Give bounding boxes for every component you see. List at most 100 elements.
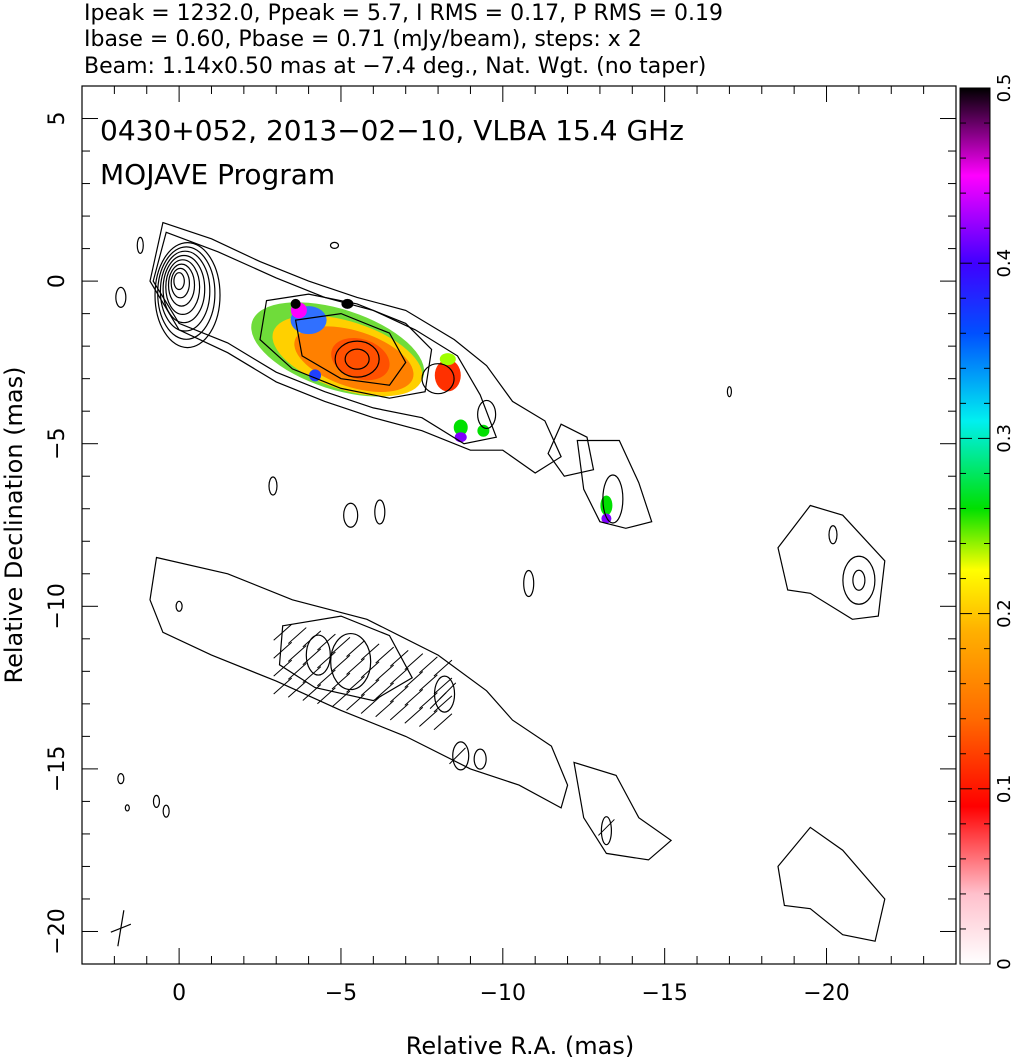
evpa-vector [287,627,307,644]
core-contour [173,272,185,291]
colorbar [959,87,991,965]
lower-pol-inner [278,615,414,702]
jet-contour-blob-c-3 [852,569,866,591]
evpa-vector [404,671,424,688]
x-tick-label: −15 [641,981,687,1006]
evpa-vector [273,623,293,641]
y-tick-label: −20 [45,908,70,954]
x-axis-label: Relative R.A. (mas) [406,1032,634,1060]
evpa-vector [419,692,438,709]
evpa-vector [429,692,447,709]
y-tick-label: 0 [45,274,70,288]
lower-pol-outline [149,556,569,809]
colorbar-tick-label: 0.5 [994,74,1015,103]
plot-annotation-line-1: 0430+052, 2013−02−10, VLBA 15.4 GHz [100,114,684,147]
lower-noise-contour [162,804,170,818]
evpa-vector [598,819,615,836]
pol-blob-violet [454,432,467,443]
evpa-vector [346,640,365,657]
evpa-vector [419,710,438,727]
core-contour [159,250,211,332]
evpa-vector [273,641,293,659]
jet-contour-blob-a [547,423,595,477]
jet-contour-blob-b-inner [602,474,624,524]
jet-knot-contour [334,340,380,378]
jet-knot-contour-3 [477,399,497,430]
evpa-vector [404,688,424,706]
lower-pol-blob-b [777,826,886,942]
x-tick-label: −20 [803,981,849,1006]
evpa-vector [360,643,380,661]
lower-pol-noise [175,600,183,612]
pol-blob-blue-2 [309,369,322,382]
lower-noise-contour [152,794,161,809]
evpa-vector [331,672,351,690]
beam-major-axis [117,910,125,947]
colorbar-tick-label: 0 [994,958,1015,969]
noise-contour [115,286,127,308]
lower-pol-knot-2 [305,634,331,676]
noise-contour [268,476,278,496]
evpa-vector [346,693,365,711]
colorbar-ticks [960,87,990,965]
evpa-vector [433,695,453,713]
evpa-vector [433,713,453,731]
jet-contour-blob-c-4 [828,525,838,545]
evpa-vector [433,659,453,677]
y-tick-label: −5 [45,427,70,459]
evpa-vector [419,656,438,674]
jet-knot-contour-2 [421,363,455,395]
evpa-vector [449,747,466,765]
noise-contour [374,499,386,525]
evpa-vector [346,675,365,693]
evpa-vector [331,636,351,654]
polarization-map [251,298,613,524]
beam-marker [110,910,132,947]
noise-contour [523,569,535,598]
pol-blob-green [453,419,468,436]
evpa-vector [317,633,336,651]
evpa-vector [389,685,409,703]
evpa-vector [433,677,453,695]
noise-contour [136,236,144,254]
core-contour [170,267,191,299]
noise-contour [726,386,733,398]
evpa-vector [273,677,293,695]
colorbar-tick-labels: 0 0.1 0.2 0.3 0.4 0.5 [994,74,1015,970]
evpa-vector [287,662,307,680]
x-tick-label: −10 [480,981,526,1006]
core-contour [162,254,206,324]
evpa-vector [317,669,336,687]
evpa-vector [302,648,322,666]
noise-contour [343,502,359,528]
axis-ticks [82,86,956,964]
lower-noise-contour [117,773,125,785]
evpa-vector [331,690,351,708]
y-tick-label: 5 [45,112,70,126]
colorbar-tick-label: 0.3 [994,424,1015,453]
lower-pol-knot-5 [473,748,487,770]
evpa-vector [360,661,380,679]
lower-pol-blob-a [573,761,673,861]
lower-pol-knot [330,632,372,691]
evpa-vector [287,680,307,698]
evpa-vector [360,679,380,696]
lower-pol-knot-3 [433,675,456,713]
evpa-vector [317,651,336,669]
header-line-3: Beam: 1.14x0.50 mas at −7.4 deg., Nat. W… [84,54,706,79]
pol-blob-green-2 [477,424,490,437]
x-tick-label: 0 [172,981,186,1006]
evpa-vector [331,654,351,672]
header-line-1: Ipeak = 1232.0, Ppeak = 5.7, I RMS = 0.1… [84,1,723,26]
colorbar-tick-label: 0.1 [994,774,1015,803]
colorbar-tick-label: 0.4 [994,249,1015,278]
evpa-vector [375,700,394,718]
colorbar-tick-label: 0.2 [994,599,1015,628]
pol-blob-lime [439,353,456,366]
y-tick-label: −15 [45,746,70,792]
y-tick-label: −10 [45,583,70,629]
evpa-vectors [273,623,615,836]
evpa-vector [375,646,394,664]
core-contour [167,263,196,307]
